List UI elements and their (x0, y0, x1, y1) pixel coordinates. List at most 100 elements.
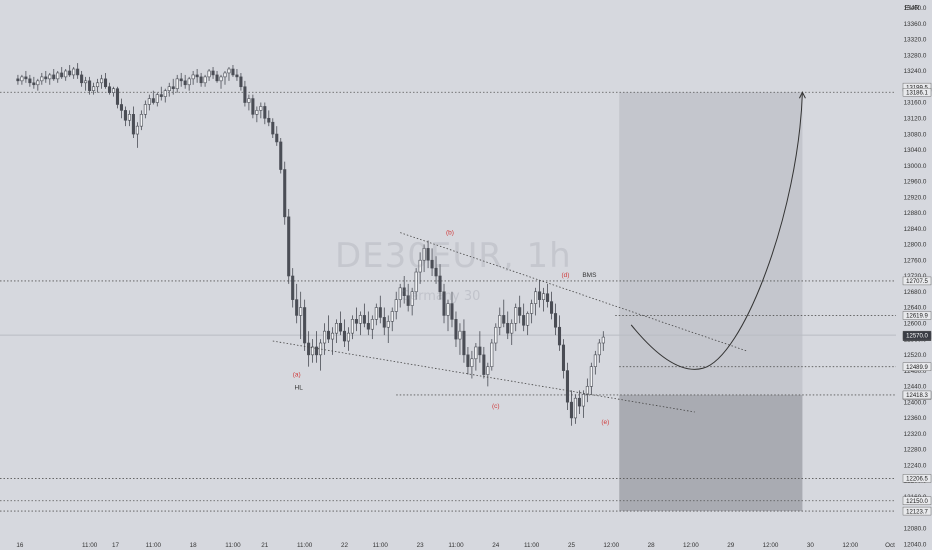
price-tag-box (902, 362, 932, 371)
candle-body (597, 342, 601, 356)
candle-body (378, 307, 382, 318)
time-tick-label: 30 (807, 542, 815, 549)
candle-body (96, 82, 100, 88)
trendline[interactable] (400, 232, 747, 352)
horizontal-levels (0, 91, 896, 512)
time-tick-label: 28 (648, 542, 656, 549)
candle-body (414, 271, 418, 293)
price-tick-label: 12880.0 (904, 210, 927, 217)
price-tick-label: 13320.0 (904, 37, 927, 44)
price-tick-label: 13120.0 (904, 115, 927, 122)
candle-body (227, 68, 231, 74)
candle-body (589, 366, 593, 387)
price-tick-label: 12440.0 (904, 384, 927, 391)
candle-body (573, 397, 577, 419)
candle-body (263, 106, 267, 119)
candle-body (271, 121, 275, 135)
drawings (272, 91, 806, 413)
price-tag-label: 12418.3 (906, 393, 928, 399)
price-tick-label: 12040.0 (904, 541, 927, 548)
price-tag-label: 12570.0 (906, 333, 928, 339)
candle-body (585, 386, 589, 395)
time-tick-label: 11:00 (373, 542, 389, 549)
candle-body (350, 319, 354, 334)
candle-body (462, 330, 466, 356)
candle-body (534, 291, 538, 304)
candle-body (167, 86, 171, 91)
candle-body (422, 248, 426, 261)
candle-body (267, 117, 271, 123)
candle-body (24, 76, 28, 80)
candle-body (207, 70, 211, 78)
price-tick-label: 12480.0 (904, 368, 927, 375)
price-tick-label: 12400.0 (904, 399, 927, 406)
wave-labels: (a) HL (b) (c) (d) BMS (e) (293, 230, 610, 426)
price-tag-box (902, 330, 932, 340)
price-tag-box (902, 474, 932, 483)
candle-body (80, 74, 84, 84)
candle-body (103, 78, 108, 88)
candle-body (326, 330, 331, 340)
candle-body (342, 330, 346, 342)
price-tag-label: 13186.1 (906, 90, 928, 96)
projection-arrowhead (798, 91, 806, 99)
price-tick-label: 12680.0 (904, 289, 927, 296)
candle-body (68, 70, 72, 76)
price-tick-label: 13400.0 (904, 5, 927, 12)
candle-body (119, 104, 123, 111)
candle-body (315, 346, 319, 356)
time-axis[interactable]: 16 11:00 17 11:00 18 11:00 21 11:00 22 11:00 23 11:… (16, 542, 895, 549)
candle-body (76, 68, 80, 76)
candle-body (338, 322, 343, 332)
candle-body (187, 78, 191, 86)
candle-body (159, 94, 163, 97)
projection-path[interactable] (630, 92, 803, 370)
candle-body (398, 287, 402, 300)
candle-body (466, 354, 470, 367)
price-tag-box (902, 506, 932, 516)
wave-label: (c) (492, 403, 500, 410)
candle-body (147, 98, 151, 105)
candle-body (458, 330, 462, 340)
candle-body (211, 70, 215, 76)
candle-body (577, 397, 581, 407)
price-tick-label: 12320.0 (904, 431, 927, 438)
candle-body (374, 307, 378, 320)
candle-body (219, 76, 223, 82)
candle-body (334, 322, 339, 334)
time-tick-label: 11:00 (297, 542, 313, 549)
candle-body (199, 76, 203, 84)
price-tick-label: 13000.0 (904, 163, 927, 170)
time-tick-label: 24 (492, 542, 500, 549)
candle-body (518, 307, 522, 316)
candle-body (231, 68, 235, 76)
price-axis[interactable]: EUR 13400.0 13360.0 13320.0 13280.0 13240.0 1… (902, 5, 932, 548)
price-tick-label: 12920.0 (904, 194, 927, 201)
candle-body (526, 313, 530, 326)
candle-body (235, 74, 239, 78)
candle-body (123, 110, 127, 121)
price-tick-label: 13080.0 (904, 131, 927, 138)
trendline[interactable] (272, 340, 695, 413)
candle-body (28, 78, 32, 84)
price-tick-label: 13040.0 (904, 147, 927, 154)
candle-body (486, 366, 490, 375)
candle-body (362, 315, 366, 324)
candle-body (299, 307, 303, 316)
candle-body (514, 307, 518, 324)
candle-body (522, 315, 526, 326)
candle-body (239, 76, 243, 88)
time-tick-label: 11:00 (448, 542, 464, 549)
candle-body (502, 315, 506, 324)
candle-body (307, 342, 311, 356)
candle-body (561, 344, 566, 371)
price-tick-label: 13240.0 (904, 68, 927, 75)
time-tick-label: 12:00 (842, 542, 858, 549)
price-tick-label: 12720.0 (904, 273, 927, 280)
wave-label: (a) (293, 372, 301, 379)
currency-label: EUR (905, 5, 920, 12)
candle-body (530, 303, 534, 314)
wave-label: (b) (446, 230, 454, 237)
candle-body (494, 326, 498, 344)
